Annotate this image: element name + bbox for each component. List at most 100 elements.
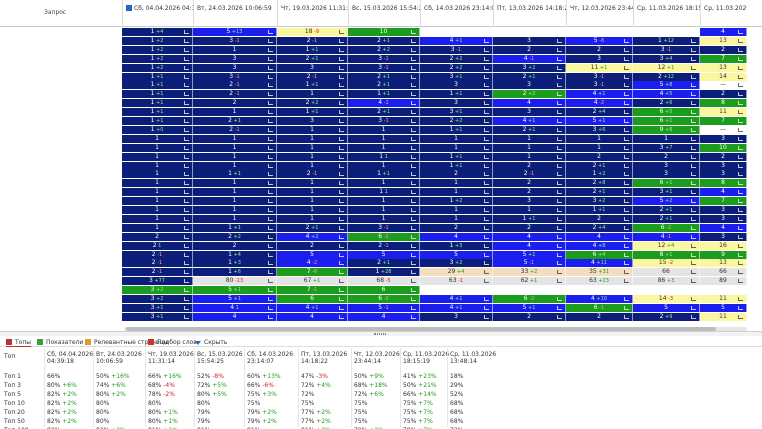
- position-cell[interactable]: 2 +1: [493, 72, 566, 81]
- position-cell[interactable]: 3 -1: [566, 72, 633, 81]
- position-cell[interactable]: 7 -1: [277, 286, 348, 295]
- position-cell[interactable]: 1 +1: [566, 206, 633, 214]
- position-cell[interactable]: 6 +5: [633, 108, 700, 117]
- position-cell[interactable]: 13: [700, 259, 747, 268]
- position-cell[interactable]: 1: [122, 161, 193, 170]
- mini-chart-icon[interactable]: [184, 154, 189, 159]
- position-cell[interactable]: 2 +2: [420, 63, 493, 72]
- mini-chart-icon[interactable]: [691, 305, 696, 310]
- position-cell[interactable]: 4 +11: [566, 259, 633, 268]
- position-cell[interactable]: 2 +1: [566, 188, 633, 197]
- query-cell[interactable]: [0, 143, 122, 152]
- mini-chart-icon[interactable]: [557, 136, 562, 141]
- mini-chart-icon[interactable]: [484, 127, 489, 132]
- query-cell[interactable]: [0, 72, 122, 81]
- mini-chart-icon[interactable]: [484, 172, 489, 177]
- position-cell[interactable]: 1: [193, 161, 277, 170]
- position-cell[interactable]: 2 +2: [420, 117, 493, 125]
- position-cell[interactable]: 3: [633, 170, 700, 179]
- tab-words[interactable]: Подбор слов: [148, 338, 197, 347]
- mini-chart-icon[interactable]: [691, 225, 696, 230]
- position-cell[interactable]: 1 +1: [122, 90, 193, 99]
- position-cell[interactable]: 1 +1: [348, 170, 420, 179]
- mini-chart-icon[interactable]: [411, 234, 416, 239]
- mini-chart-icon[interactable]: [624, 190, 629, 195]
- mini-chart-icon[interactable]: [624, 145, 629, 150]
- position-cell[interactable]: 1 +1: [420, 90, 493, 99]
- query-row[interactable]: 1 +0 2 -1 1 1 1 +1 2 +1 3 +6 9 +8—: [0, 125, 762, 134]
- position-cell[interactable]: 2: [122, 232, 193, 241]
- mini-chart-icon[interactable]: [268, 101, 273, 106]
- tab-top[interactable]: Топы: [6, 338, 31, 347]
- query-cell[interactable]: [0, 197, 122, 206]
- mini-chart-icon[interactable]: [484, 181, 489, 186]
- mini-chart-icon[interactable]: [268, 110, 273, 115]
- mini-chart-icon[interactable]: [184, 216, 189, 221]
- position-cell[interactable]: 3 -1: [348, 54, 420, 63]
- position-cell[interactable]: 2 +2: [493, 90, 566, 99]
- mini-chart-icon[interactable]: [738, 83, 743, 88]
- position-cell[interactable]: 1: [193, 188, 277, 197]
- mini-chart-icon[interactable]: [691, 145, 696, 150]
- position-cell[interactable]: 4: [493, 241, 566, 250]
- mini-chart-icon[interactable]: [184, 172, 189, 177]
- position-cell[interactable]: 2 +4: [566, 223, 633, 232]
- mini-chart-icon[interactable]: [738, 208, 743, 212]
- position-cell[interactable]: 1: [420, 179, 493, 188]
- position-cell[interactable]: 2 +1: [348, 72, 420, 81]
- position-cell[interactable]: 13: [700, 36, 747, 45]
- position-cell[interactable]: [493, 28, 566, 36]
- position-cell[interactable]: 1: [193, 143, 277, 152]
- mini-chart-icon[interactable]: [484, 145, 489, 150]
- query-cell[interactable]: [0, 312, 122, 321]
- position-cell[interactable]: 3 -1: [348, 63, 420, 72]
- mini-chart-icon[interactable]: [691, 243, 696, 248]
- mini-chart-icon[interactable]: [268, 252, 273, 257]
- position-cell[interactable]: 5: [700, 303, 747, 312]
- mini-chart-icon[interactable]: [411, 30, 416, 34]
- position-cell[interactable]: 1 +2: [122, 45, 193, 54]
- query-cell[interactable]: [0, 170, 122, 179]
- position-cell[interactable]: 2: [420, 223, 493, 232]
- mini-chart-icon[interactable]: [738, 38, 743, 43]
- mini-chart-icon[interactable]: [738, 270, 743, 275]
- mini-chart-icon[interactable]: [268, 127, 273, 132]
- mini-chart-icon[interactable]: [557, 297, 562, 301]
- position-cell[interactable]: 1 +28: [348, 268, 420, 277]
- position-cell[interactable]: 3 +2: [420, 259, 493, 268]
- position-cell[interactable]: 4 +5: [633, 90, 700, 99]
- mini-chart-icon[interactable]: [557, 243, 562, 248]
- position-cell[interactable]: 2: [493, 312, 566, 321]
- position-cell[interactable]: 2 -1: [348, 241, 420, 250]
- position-cell[interactable]: 3: [700, 170, 747, 179]
- position-cell[interactable]: 3 +1: [420, 72, 493, 81]
- mini-chart-icon[interactable]: [268, 216, 273, 221]
- mini-chart-icon[interactable]: [557, 145, 562, 150]
- position-cell[interactable]: 1: [348, 125, 420, 134]
- mini-chart-icon[interactable]: [339, 56, 344, 61]
- mini-chart-icon[interactable]: [738, 110, 743, 115]
- query-cell[interactable]: [0, 295, 122, 303]
- mini-chart-icon[interactable]: [624, 127, 629, 132]
- mini-chart-icon[interactable]: [557, 110, 562, 115]
- mini-chart-icon[interactable]: [738, 127, 743, 132]
- mini-chart-icon[interactable]: [484, 38, 489, 43]
- position-cell[interactable]: 9 +8: [633, 125, 700, 134]
- position-cell[interactable]: 4: [700, 223, 747, 232]
- mini-chart-icon[interactable]: [339, 101, 344, 106]
- position-cell[interactable]: 1: [420, 206, 493, 214]
- position-cell[interactable]: [566, 28, 633, 36]
- tab-hide[interactable]: Скрыть: [195, 338, 227, 347]
- position-cell[interactable]: 8 +1: [633, 250, 700, 259]
- mini-chart-icon[interactable]: [557, 305, 562, 310]
- position-cell[interactable]: 3 +1: [122, 312, 193, 321]
- date-column-header[interactable]: Пт, 13.03.2026 14:18:22: [493, 0, 566, 27]
- position-cell[interactable]: 5 +2: [633, 197, 700, 206]
- mini-chart-icon[interactable]: [691, 92, 696, 97]
- position-cell[interactable]: 16: [700, 241, 747, 250]
- position-cell[interactable]: 3: [420, 312, 493, 321]
- position-cell[interactable]: 6 -2: [348, 232, 420, 241]
- mini-chart-icon[interactable]: [691, 208, 696, 212]
- position-cell[interactable]: 1 +1: [420, 152, 493, 161]
